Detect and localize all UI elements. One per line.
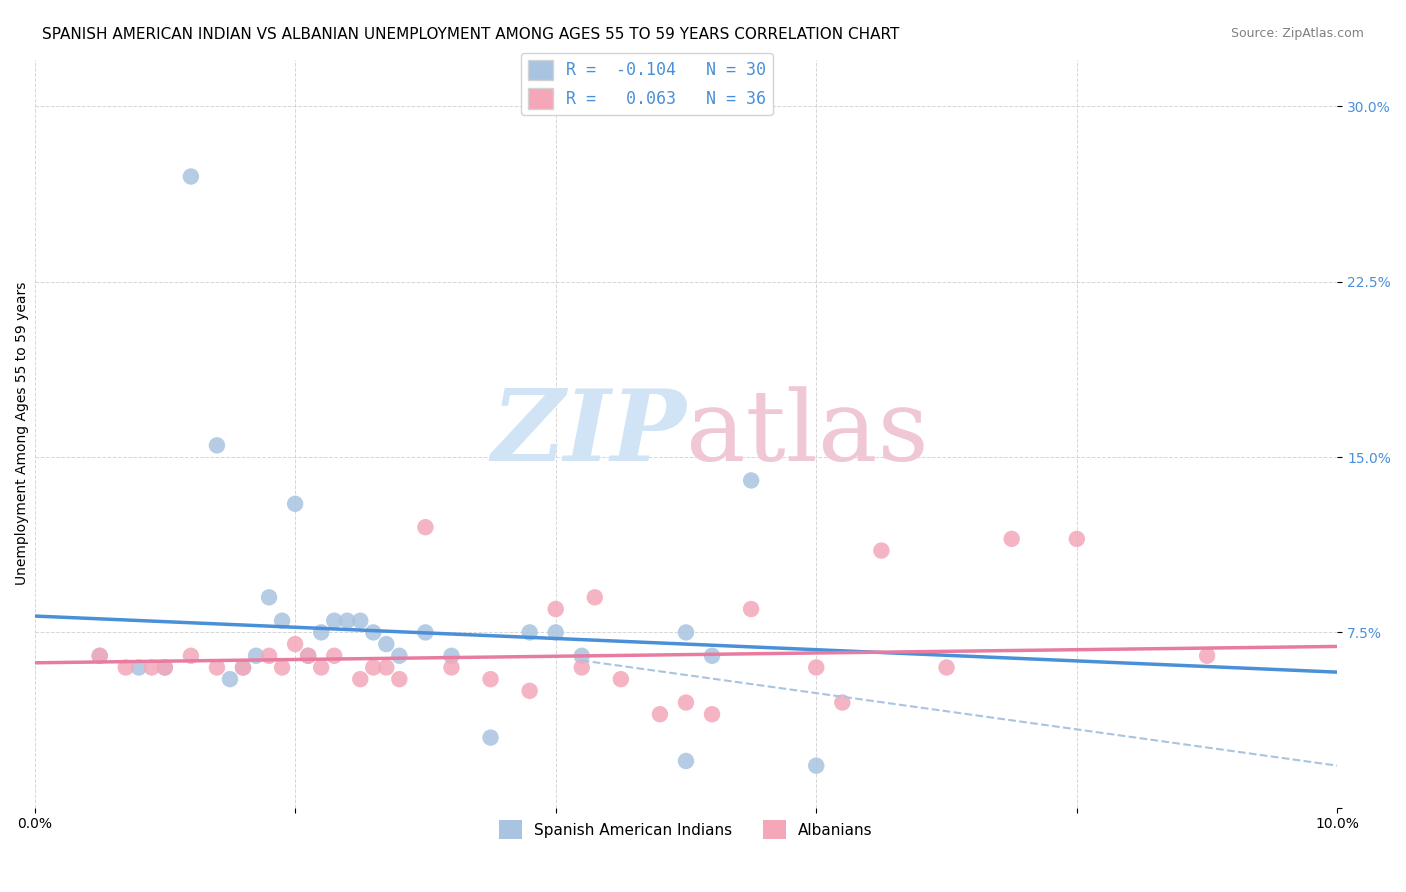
Point <box>297 648 319 663</box>
Text: ZIP: ZIP <box>491 385 686 482</box>
Point <box>89 648 111 663</box>
Point <box>153 660 176 674</box>
Point <box>349 614 371 628</box>
Point <box>1066 532 1088 546</box>
Point <box>336 614 359 628</box>
Point <box>740 474 762 488</box>
Point <box>180 169 202 184</box>
Point <box>232 660 254 674</box>
Point <box>440 648 463 663</box>
Point <box>388 648 411 663</box>
Point <box>1001 532 1024 546</box>
Point <box>479 731 502 745</box>
Point <box>806 660 828 674</box>
Point <box>128 660 150 674</box>
Point <box>309 625 332 640</box>
Point <box>519 625 541 640</box>
Point <box>740 602 762 616</box>
Point <box>648 707 671 722</box>
Point <box>610 672 633 686</box>
Point <box>700 707 723 722</box>
Point <box>519 683 541 698</box>
Point <box>571 660 593 674</box>
Point <box>153 660 176 674</box>
Point <box>257 648 280 663</box>
Legend: Spanish American Indians, Albanians: Spanish American Indians, Albanians <box>494 814 879 845</box>
Point <box>309 660 332 674</box>
Point <box>544 625 567 640</box>
Point <box>479 672 502 686</box>
Point <box>375 637 398 651</box>
Point <box>180 648 202 663</box>
Text: Source: ZipAtlas.com: Source: ZipAtlas.com <box>1230 27 1364 40</box>
Y-axis label: Unemployment Among Ages 55 to 59 years: Unemployment Among Ages 55 to 59 years <box>15 282 30 585</box>
Point <box>257 591 280 605</box>
Point <box>363 660 385 674</box>
Point <box>284 637 307 651</box>
Point <box>415 625 437 640</box>
Point <box>349 672 371 686</box>
Point <box>323 614 346 628</box>
Point <box>375 660 398 674</box>
Point <box>297 648 319 663</box>
Point <box>675 625 697 640</box>
Point <box>271 660 294 674</box>
Point <box>440 660 463 674</box>
Point <box>806 758 828 772</box>
Point <box>205 660 228 674</box>
Point <box>363 625 385 640</box>
Text: SPANISH AMERICAN INDIAN VS ALBANIAN UNEMPLOYMENT AMONG AGES 55 TO 59 YEARS CORRE: SPANISH AMERICAN INDIAN VS ALBANIAN UNEM… <box>42 27 900 42</box>
Point <box>89 648 111 663</box>
Point <box>114 660 136 674</box>
Point <box>544 602 567 616</box>
Point <box>205 438 228 452</box>
Point <box>415 520 437 534</box>
Point <box>700 648 723 663</box>
Point <box>245 648 267 663</box>
Point <box>870 543 893 558</box>
Point <box>141 660 163 674</box>
Point <box>675 754 697 768</box>
Point <box>1197 648 1219 663</box>
Point <box>271 614 294 628</box>
Point <box>935 660 957 674</box>
Point <box>284 497 307 511</box>
Point <box>232 660 254 674</box>
Point <box>388 672 411 686</box>
Point <box>583 591 606 605</box>
Point <box>675 696 697 710</box>
Point <box>831 696 853 710</box>
Point <box>571 648 593 663</box>
Text: atlas: atlas <box>686 385 929 482</box>
Point <box>323 648 346 663</box>
Point <box>219 672 242 686</box>
